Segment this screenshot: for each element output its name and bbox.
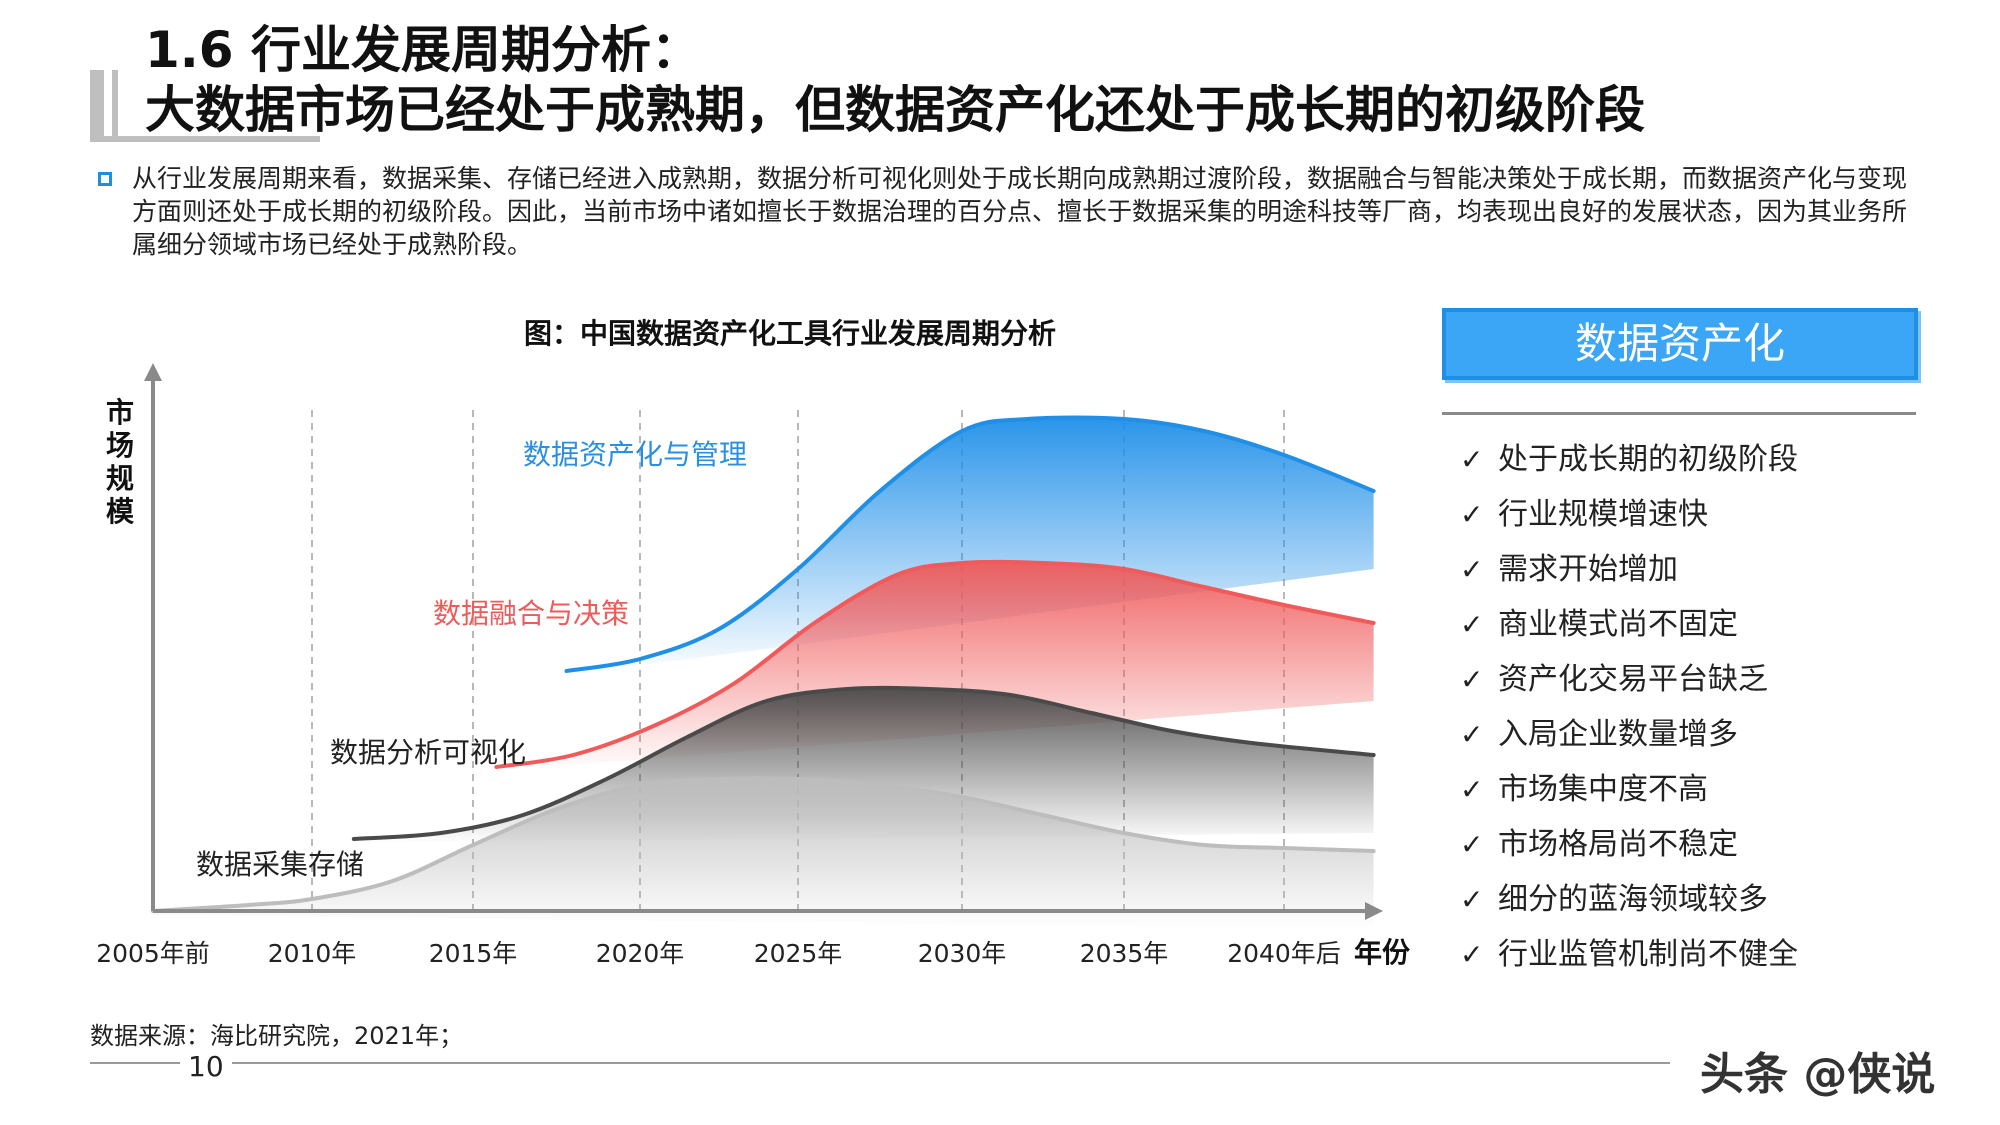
page-number: 10 [180, 1050, 232, 1083]
feature-item: ✓ 资产化交易平台缺乏 [1460, 652, 1798, 707]
check-icon: ✓ [1460, 938, 1484, 971]
x-tick-label: 2010年 [268, 939, 357, 968]
check-icon: ✓ [1460, 828, 1484, 861]
x-axis-arrow-icon [1365, 902, 1383, 920]
page-title-line1: 1.6 行业发展周期分析： [145, 21, 701, 79]
feature-item-label: 商业模式尚不固定 [1498, 607, 1738, 642]
y-axis-title: 市场规模 [106, 396, 135, 528]
feature-item: ✓ 行业规模增速快 [1460, 487, 1798, 542]
feature-item: ✓ 细分的蓝海领域较多 [1460, 872, 1798, 927]
series-label: 数据采集存储 [196, 848, 364, 881]
series-line [564, 415, 1376, 673]
feature-item: ✓ 行业监管机制尚不健全 [1460, 927, 1798, 982]
chart-axes [144, 363, 1383, 920]
check-icon: ✓ [1460, 553, 1484, 586]
intro-paragraph: 从行业发展周期来看，数据采集、存储已经进入成熟期，数据分析可视化则处于成长期向成… [132, 164, 1908, 259]
y-axis-arrow-icon [144, 363, 162, 381]
check-icon: ✓ [1460, 608, 1484, 641]
series-area [153, 778, 1374, 929]
page-title-line2: 大数据市场已经处于成熟期，但数据资产化还处于成长期的初级阶段 [145, 81, 1645, 139]
check-icon: ✓ [1460, 883, 1484, 916]
data-source: 数据来源：海比研究院，2021年； [90, 1022, 464, 1050]
series-area [496, 561, 1374, 771]
x-tick-label: 2035年 [1080, 939, 1169, 968]
series-label: 数据融合与决策 [433, 597, 629, 630]
feature-list: ✓ 处于成长期的初级阶段 ✓ 行业规模增速快 ✓ 需求开始增加 ✓ 商业模式尚不固定 ✓ 资产化交… [1460, 432, 1798, 982]
check-icon: ✓ [1460, 498, 1484, 531]
lifecycle-chart: 2005年前 2010年 2015年 2020年 2025年 2030年 2035年 2040… [96, 363, 1410, 969]
check-icon: ✓ [1460, 773, 1484, 806]
chart-areas [151, 415, 1376, 929]
feature-item: ✓ 需求开始增加 [1460, 542, 1798, 597]
x-tick-label: 2015年 [429, 939, 518, 968]
x-axis-title: 年份 [1354, 936, 1410, 969]
chart-labels: 2005年前 2010年 2015年 2020年 2025年 2030年 2035年 2040… [96, 396, 1410, 969]
series-label: 数据资产化与管理 [523, 438, 747, 471]
watermark-text: 头条 @侠说 [1700, 1049, 1936, 1100]
feature-item-label: 行业监管机制尚不健全 [1498, 937, 1798, 972]
panel-title: 数据资产化 [1442, 308, 1918, 380]
series-label: 数据分析可视化 [330, 736, 526, 769]
series-area [566, 417, 1374, 675]
title-accent-bar [90, 70, 104, 140]
chart-title: 图：中国数据资产化工具行业发展周期分析 [523, 317, 1056, 350]
check-icon: ✓ [1460, 443, 1484, 476]
feature-item: ✓ 处于成长期的初级阶段 [1460, 432, 1798, 487]
x-tick-label: 2040年后 [1227, 939, 1341, 968]
footer-divider [90, 1062, 1670, 1064]
title-accent-bar-thin [112, 70, 118, 140]
panel-divider [1442, 412, 1916, 415]
feature-item-label: 资产化交易平台缺乏 [1498, 662, 1768, 697]
feature-item-label: 需求开始增加 [1498, 552, 1678, 587]
feature-item: ✓ 商业模式尚不固定 [1460, 597, 1798, 652]
x-tick-label: 2005年前 [96, 939, 210, 968]
feature-item-label: 入局企业数量增多 [1498, 717, 1738, 752]
check-icon: ✓ [1460, 718, 1484, 751]
feature-item-label: 市场格局尚不稳定 [1498, 827, 1738, 862]
series-line [494, 559, 1376, 769]
series-line [151, 776, 1376, 913]
title-accent-underline [90, 136, 320, 142]
check-icon: ✓ [1460, 663, 1484, 696]
series-line [351, 685, 1376, 841]
feature-item: ✓ 入局企业数量增多 [1460, 707, 1798, 762]
bullet-square-icon [98, 172, 112, 186]
x-tick-label: 2030年 [918, 939, 1007, 968]
x-tick-label: 2020年 [596, 939, 685, 968]
feature-item-label: 细分的蓝海领域较多 [1498, 882, 1768, 917]
x-tick-label: 2025年 [754, 939, 843, 968]
feature-item-label: 行业规模增速快 [1498, 497, 1708, 532]
feature-item-label: 市场集中度不高 [1498, 772, 1708, 807]
feature-item: ✓ 市场格局尚不稳定 [1460, 817, 1798, 872]
feature-item-label: 处于成长期的初级阶段 [1498, 442, 1798, 477]
feature-item: ✓ 市场集中度不高 [1460, 762, 1798, 817]
